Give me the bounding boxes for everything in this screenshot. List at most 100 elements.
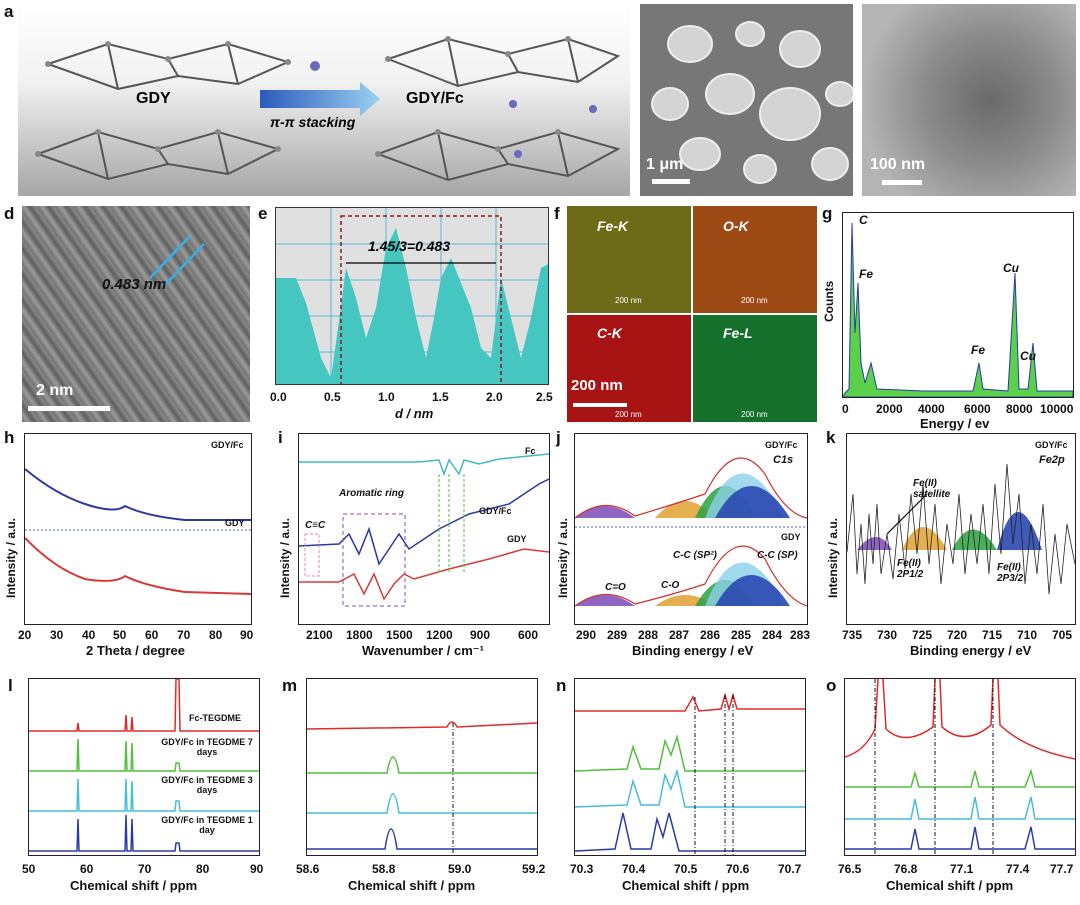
j-ylabel: Intensity / a.u.	[556, 517, 570, 598]
l-xtick: 70	[138, 862, 152, 876]
e-xtick: 2.0	[486, 390, 503, 404]
m-xtick: 59.0	[448, 862, 472, 876]
j-title: C1s	[773, 454, 794, 466]
map-label: Fe-K	[597, 218, 629, 234]
chart-o-nmr	[844, 678, 1076, 855]
panel-label-d: d	[4, 204, 15, 223]
map-label: C-K	[597, 325, 622, 341]
g-peak-label: Fe	[971, 343, 986, 357]
i-annotation: C≡C	[305, 520, 326, 531]
chart-g-frame: C Fe Fe Cu Cu	[842, 212, 1074, 398]
chart-l-nmr	[29, 678, 259, 852]
j-xtick: 286	[700, 628, 721, 642]
k-annotation: Fe(II) satellite	[913, 478, 951, 500]
l-series-label: Fc-TEGDME	[189, 713, 242, 723]
h-xtick: 60	[145, 628, 159, 642]
n-xtick: 70.5	[674, 862, 698, 876]
map-label: Fe-L	[723, 325, 753, 341]
chart-m-nmr	[306, 721, 538, 855]
panel-label-n: n	[556, 676, 567, 695]
o-xtick: 76.8	[894, 862, 918, 876]
n-xtick: 70.3	[570, 862, 594, 876]
j-annotation: C-C (SP²)	[673, 550, 717, 561]
j-xtick: 290	[576, 628, 597, 642]
panel-f-eds-maps: Fe-K 200 nm O-K 200 nm C-K 200 nm 200 nm…	[567, 206, 817, 422]
k-xtick: 735	[842, 628, 863, 642]
k-annotation: Fe(II) 2P3/2	[997, 562, 1024, 584]
panel-e-profile: 1.45/3=0.483	[275, 207, 549, 385]
panel-label-i: i	[278, 428, 283, 447]
j-annotation: C-O	[661, 580, 680, 591]
j-xtick: 289	[607, 628, 628, 642]
l-series-label: GDY/Fc in TEGDME 3 days	[161, 775, 253, 795]
chart-k-frame: GDY/Fc Fe2p Fe(II) satellite Fe(II) 2P1/…	[846, 433, 1076, 625]
gdy-label: GDY	[136, 90, 171, 107]
e-xtick: 1.0	[378, 390, 395, 404]
e-xlabel: d / nm	[395, 406, 434, 421]
scale-text-b: 1 μm	[646, 156, 684, 173]
g-xtick: 4000	[918, 402, 945, 416]
i-series-label: Fc	[525, 446, 536, 456]
chart-m-frame	[306, 678, 538, 856]
panel-c-tem: 100 nm	[862, 4, 1076, 196]
panel-b-sem: 1 μm	[640, 4, 853, 196]
o-xtick: 77.1	[950, 862, 974, 876]
panel-label-j: j	[556, 428, 561, 447]
map-fe-k: Fe-K 200 nm	[567, 206, 691, 313]
j-xtick: 288	[638, 628, 659, 642]
h-xtick: 50	[113, 628, 127, 642]
k-xtick: 720	[947, 628, 968, 642]
panel-label-e: e	[258, 204, 268, 223]
h-xtick: 90	[240, 628, 254, 642]
stacking-arrow	[260, 82, 380, 116]
j-xtick: 283	[790, 628, 811, 642]
j-series-label: GDY/Fc	[765, 440, 798, 450]
scale-bar-d	[28, 406, 110, 411]
chart-n-nmr	[574, 692, 805, 855]
panel-d-hrtem: 0.483 nm 2 nm	[22, 206, 250, 422]
k-xtick: 715	[982, 628, 1003, 642]
i-xtick: 1500	[386, 628, 413, 642]
g-xtick: 8000	[1006, 402, 1033, 416]
map-o-k: O-K 200 nm	[693, 206, 817, 313]
l-xtick: 90	[250, 862, 264, 876]
profile-annotation: 1.45/3=0.483	[368, 238, 451, 254]
m-xlabel: Chemical shift / ppm	[348, 878, 476, 893]
i-annotation: Aromatic ring	[339, 488, 405, 499]
h-xtick: 70	[177, 628, 191, 642]
j-xlabel: Binding energy / eV	[632, 643, 754, 658]
e-xtick: 2.5	[536, 390, 553, 404]
map-big-scale: 200 nm	[571, 377, 623, 394]
gdy-fc-label: GDY/Fc	[406, 90, 464, 107]
panel-label-m: m	[282, 676, 298, 695]
panel-a-schematic: GDY GDY/Fc π-π stacking	[18, 4, 630, 196]
g-peak-label: C	[859, 213, 868, 227]
i-ylabel: Intensity / a.u.	[278, 517, 292, 598]
stacking-label: π-π stacking	[270, 114, 356, 130]
k-xlabel: Binding energy / eV	[910, 643, 1032, 658]
i-series-label: GDY	[507, 534, 527, 544]
i-xtick: 2100	[306, 628, 333, 642]
j-annotation: C=O	[605, 582, 626, 593]
gdy-lattice-drawing	[35, 36, 621, 182]
n-xtick: 70.4	[622, 862, 646, 876]
l-series-label: GDY/Fc in TEGDME 1 day	[161, 815, 253, 835]
g-xtick: 0	[842, 402, 849, 416]
map-scale: 200 nm	[741, 296, 768, 305]
h-xtick: 30	[50, 628, 64, 642]
m-xtick: 59.2	[522, 862, 546, 876]
chart-h-frame: GDY/Fc GDY	[24, 433, 252, 625]
g-xtick: 2000	[876, 402, 903, 416]
lattice-marker-lines	[149, 235, 205, 287]
i-xtick: 1200	[426, 628, 453, 642]
l-xlabel: Chemical shift / ppm	[70, 878, 198, 893]
h-series-label: GDY/Fc	[211, 440, 244, 450]
panel-label-g: g	[822, 204, 833, 223]
e-xtick: 1.5	[432, 390, 449, 404]
h-xtick: 40	[82, 628, 96, 642]
o-xtick: 76.5	[838, 862, 862, 876]
m-xtick: 58.6	[296, 862, 320, 876]
k-series-label: GDY/Fc	[1035, 440, 1068, 450]
chart-j-frame: GDY/Fc C1s GDY C=O C-O C-C (SP²) C-C (SP…	[574, 433, 808, 625]
chart-h-xrd	[24, 468, 252, 595]
